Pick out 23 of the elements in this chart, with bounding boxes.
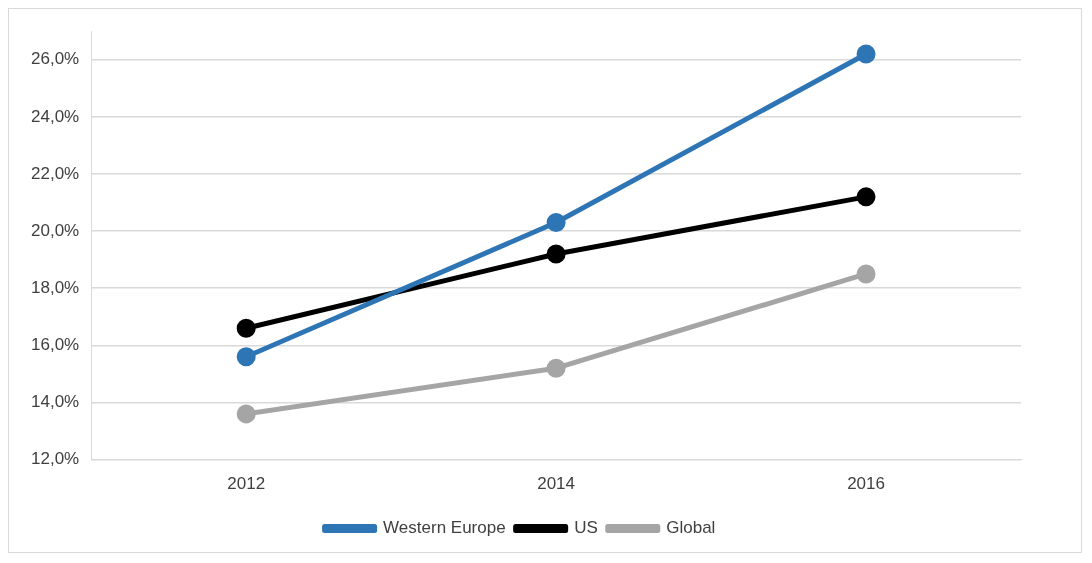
y-tick-label: 18,0% [31, 277, 80, 297]
legend-label: US [574, 518, 598, 538]
point [856, 264, 876, 284]
point [546, 244, 566, 264]
y-tick-label: 26,0% [31, 49, 80, 69]
x-tick-label: 2014 [537, 474, 576, 494]
y-tick-label: 12,0% [31, 449, 80, 469]
y-tick-label: 22,0% [31, 163, 80, 183]
legend-label: Western Europe [383, 518, 506, 538]
y-tick-label: 16,0% [31, 335, 80, 355]
point [856, 44, 876, 64]
point [236, 404, 256, 424]
x-tick-label: 2016 [847, 474, 885, 494]
point [236, 318, 256, 338]
y-tick-label: 20,0% [31, 220, 80, 240]
x-tick-label: 2012 [227, 474, 266, 494]
point [546, 213, 566, 233]
y-tick-label: 14,0% [31, 392, 80, 412]
point [546, 358, 566, 378]
legend-label: Global [666, 518, 716, 538]
y-tick-label: 24,0% [31, 106, 80, 126]
point [236, 347, 256, 367]
point [856, 187, 876, 207]
